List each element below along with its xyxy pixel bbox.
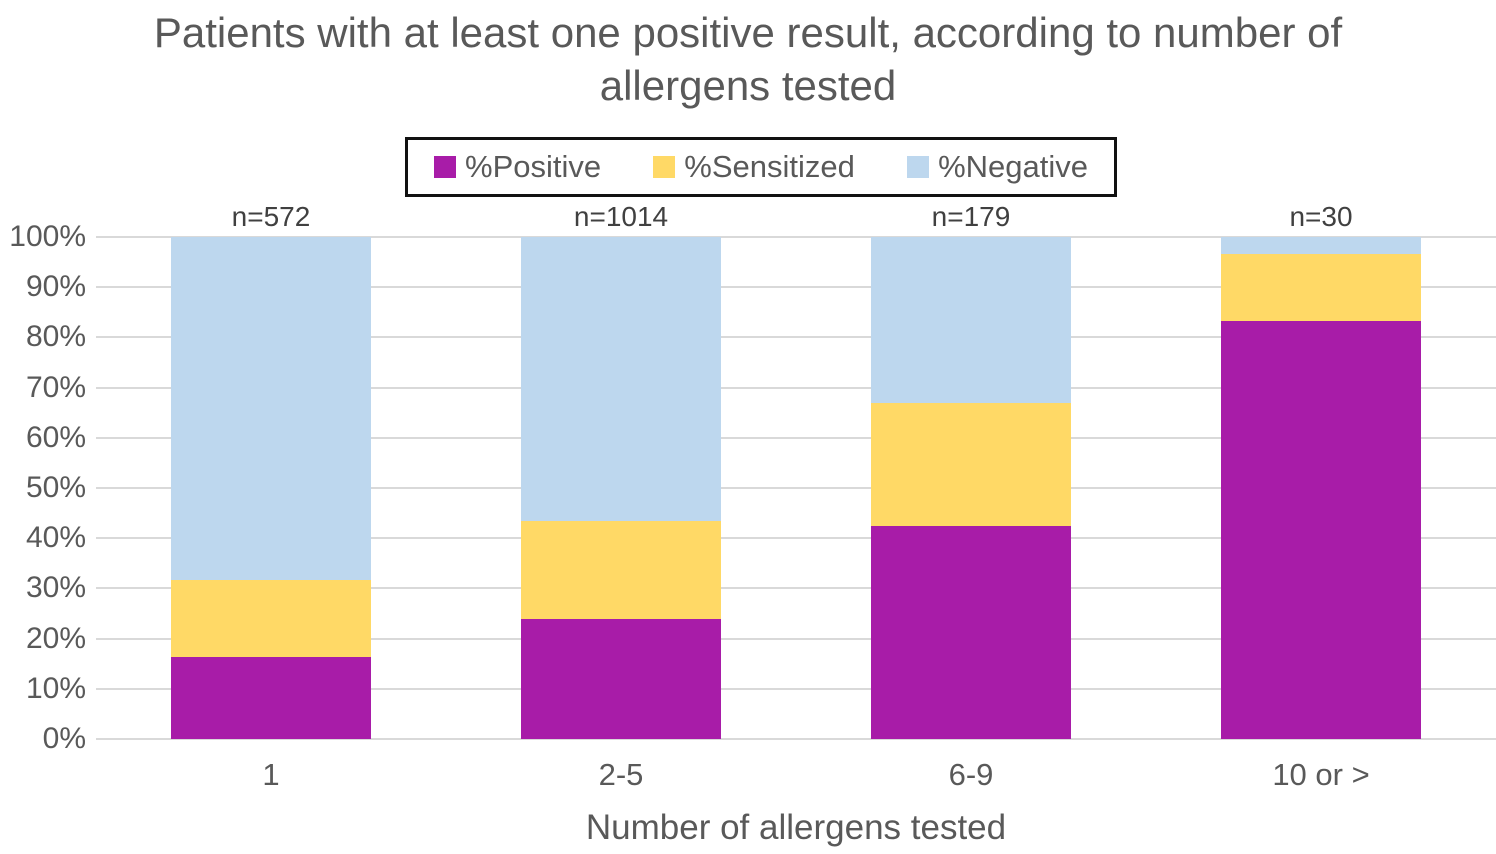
bar-segment-negative-2-5 (521, 237, 721, 521)
n-count-label-6-9: n=179 (931, 201, 1011, 232)
bar-segment-positive-6-9 (871, 525, 1071, 739)
bar-slot-6-9: n=179 (796, 201, 1146, 739)
bar-segment-positive-10 or > (1221, 320, 1421, 739)
bar-segment-positive-1 (171, 657, 371, 739)
bar-segment-negative-10 or > (1221, 237, 1421, 254)
negative-swatch-icon (907, 156, 930, 178)
legend-item-positive: %Positive (434, 149, 601, 185)
grid-line-20% (96, 637, 1496, 640)
legend: %Positive %Sensitized %Negative (405, 137, 1117, 197)
y-tick-label-90%: 90% (25, 270, 86, 304)
y-tick-label-30%: 30% (25, 571, 86, 605)
x-axis-title: Number of allergens tested (585, 808, 1007, 847)
bar-slot-1: n=572 (96, 201, 446, 739)
y-tick-label-20%: 20% (25, 621, 86, 655)
legend-label-positive: %Positive (465, 149, 602, 184)
legend-label-sensitized: %Sensitized (684, 149, 855, 184)
y-tick-label-70%: 70% (25, 370, 86, 404)
y-tick-label-10%: 10% (25, 671, 86, 705)
grid-line-100% (96, 236, 1496, 238)
bar-slot-10 or >: n=30 (1146, 201, 1496, 739)
x-axis-category-labels: 1 2-5 6-9 10 or > (96, 757, 1496, 793)
grid-line-70% (96, 386, 1496, 389)
legend-label-negative: %Negative (938, 149, 1088, 184)
y-tick-label-40%: 40% (25, 521, 86, 555)
bar-segment-sensitized-1 (171, 580, 371, 658)
n-count-label-10 or >: n=30 (1289, 201, 1353, 232)
x-category-label-6-9: 6-9 (948, 757, 994, 792)
y-tick-label-50%: 50% (25, 471, 86, 504)
grid-line-0% (96, 738, 1496, 740)
bar-segment-negative-1 (171, 237, 371, 581)
bar-segment-sensitized-10 or > (1221, 253, 1421, 321)
grid-line-10% (96, 687, 1496, 690)
y-tick-label-60%: 60% (25, 420, 86, 454)
n-count-label-1: n=572 (231, 201, 311, 232)
bar-segment-sensitized-6-9 (871, 402, 1071, 526)
grid-line-30% (96, 587, 1496, 590)
x-category-label-10 or >: 10 or > (1272, 757, 1370, 792)
stacked-bar-6-9 (871, 237, 1071, 739)
grid-line-90% (96, 286, 1496, 289)
bar-slots: n=572 n=1014 n=179 n=30 (96, 201, 1496, 739)
positive-swatch-icon (434, 156, 456, 178)
chart-title: Patients with at least one positive resu… (0, 6, 1496, 113)
legend-item-sensitized: %Sensitized (653, 149, 855, 185)
y-tick-label-80%: 80% (25, 320, 86, 354)
x-category-label-2-5: 2-5 (598, 757, 644, 792)
bar-slot-2-5: n=1014 (446, 201, 796, 739)
grid-line-40% (96, 537, 1496, 540)
legend-item-negative: %Negative (907, 149, 1088, 185)
y-tick-label-0%: 0% (42, 722, 86, 755)
plot-area: n=572 n=1014 n=179 n=30 (96, 201, 1496, 740)
sensitized-swatch-icon (653, 156, 676, 178)
y-tick-label-100%: 100% (9, 220, 86, 253)
bar-segment-negative-6-9 (871, 237, 1071, 403)
n-count-label-2-5: n=1014 (573, 201, 669, 232)
stacked-bar-10 or > (1221, 237, 1421, 739)
bar-segment-sensitized-2-5 (521, 520, 721, 619)
stacked-bar-1 (171, 237, 371, 739)
x-category-label-1: 1 (262, 757, 280, 792)
grid-line-80% (96, 336, 1496, 339)
bar-segment-positive-2-5 (521, 618, 721, 739)
stacked-bar-2-5 (521, 237, 721, 739)
chart-title-text: Patients with at least one positive resu… (153, 9, 1343, 110)
grid-line-50% (96, 487, 1496, 489)
grid-line-60% (96, 436, 1496, 439)
